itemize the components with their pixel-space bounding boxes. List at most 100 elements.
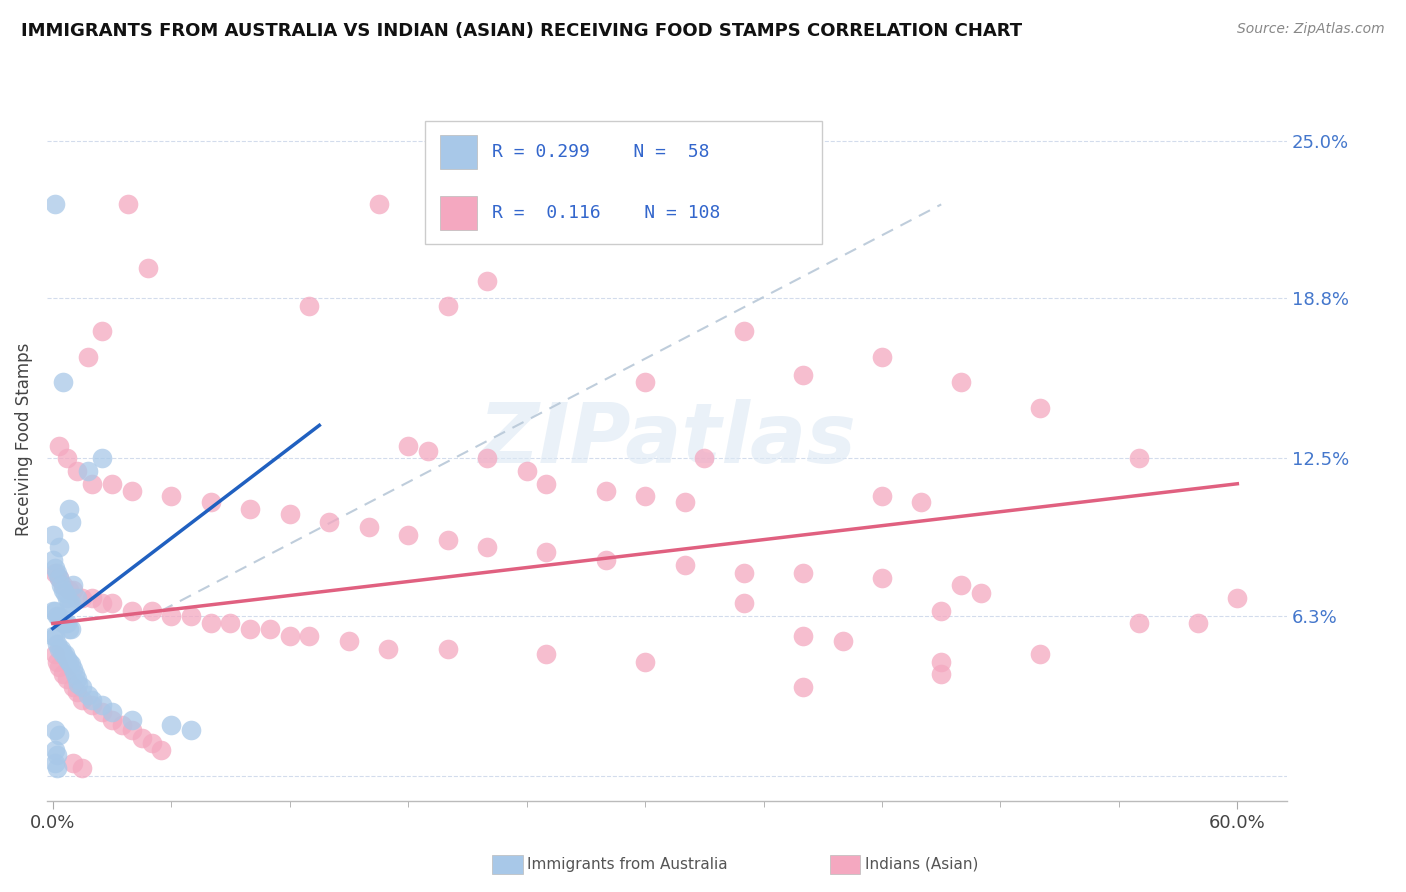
Point	[63, 667, 86, 681]
Point	[42, 629, 65, 643]
Point	[200, 494, 222, 508]
Point	[58, 596, 80, 610]
Point	[48, 611, 70, 625]
Point	[52, 375, 75, 389]
Point	[91, 596, 114, 610]
Point	[77, 688, 100, 702]
Point	[48, 439, 70, 453]
Point	[91, 325, 114, 339]
Point	[792, 629, 814, 643]
Point	[910, 494, 932, 508]
Point	[870, 571, 893, 585]
Point	[48, 541, 70, 555]
Point	[77, 464, 100, 478]
Point	[259, 622, 281, 636]
Point	[82, 476, 104, 491]
Point	[160, 718, 183, 732]
Point	[49, 611, 72, 625]
Point	[121, 604, 143, 618]
Point	[82, 698, 104, 712]
Point	[72, 591, 94, 605]
Point	[59, 596, 82, 610]
Point	[239, 502, 262, 516]
Point	[396, 439, 419, 453]
Point	[52, 667, 75, 681]
Point	[949, 375, 972, 389]
Point	[55, 451, 77, 466]
Point	[475, 274, 498, 288]
Point	[111, 718, 134, 732]
Point	[160, 608, 183, 623]
Point	[693, 451, 716, 466]
Point	[44, 197, 66, 211]
Point	[970, 586, 993, 600]
Point	[160, 490, 183, 504]
Point	[62, 756, 84, 771]
Point	[101, 476, 124, 491]
Point	[1029, 401, 1052, 415]
Point	[44, 743, 66, 757]
Bar	[440, 196, 477, 230]
Point	[82, 591, 104, 605]
Point	[595, 484, 617, 499]
Text: IMMIGRANTS FROM AUSTRALIA VS INDIAN (ASIAN) RECEIVING FOOD STAMPS CORRELATION CH: IMMIGRANTS FROM AUSTRALIA VS INDIAN (ASI…	[21, 22, 1022, 40]
Point	[65, 685, 87, 699]
Text: Immigrants from Australia: Immigrants from Australia	[527, 857, 728, 871]
Point	[44, 604, 66, 618]
Point	[48, 659, 70, 673]
Point	[733, 596, 755, 610]
Point	[55, 591, 77, 605]
Point	[436, 299, 458, 313]
Point	[91, 451, 114, 466]
Text: ZIPatlas: ZIPatlas	[478, 399, 856, 480]
Point	[180, 723, 202, 737]
Point	[53, 586, 76, 600]
Point	[58, 583, 80, 598]
Point	[150, 743, 173, 757]
Point	[318, 515, 340, 529]
Point	[82, 692, 104, 706]
Point	[436, 533, 458, 547]
Point	[58, 655, 80, 669]
Point	[792, 566, 814, 580]
Point	[831, 634, 853, 648]
Point	[62, 662, 84, 676]
Point	[870, 490, 893, 504]
Point	[634, 375, 657, 389]
Point	[298, 299, 321, 313]
Point	[416, 443, 439, 458]
Point	[673, 558, 696, 572]
Point	[44, 647, 66, 661]
Point	[396, 527, 419, 541]
Text: Indians (Asian): Indians (Asian)	[865, 857, 979, 871]
Point	[367, 197, 389, 211]
Point	[141, 604, 163, 618]
Point	[48, 571, 70, 585]
Point	[45, 748, 67, 763]
Point	[44, 560, 66, 574]
Point	[49, 641, 72, 656]
Point	[101, 706, 124, 720]
Point	[72, 680, 94, 694]
Point	[91, 706, 114, 720]
Point	[929, 655, 952, 669]
Point	[62, 583, 84, 598]
Point	[55, 616, 77, 631]
Point	[180, 608, 202, 623]
Point	[52, 578, 75, 592]
Point	[58, 502, 80, 516]
Point	[101, 713, 124, 727]
Point	[436, 641, 458, 656]
Point	[121, 713, 143, 727]
Point	[337, 634, 360, 648]
Point	[65, 673, 87, 687]
Point	[52, 647, 75, 661]
Point	[53, 647, 76, 661]
Point	[42, 527, 65, 541]
Point	[62, 680, 84, 694]
Text: R =  0.116    N = 108: R = 0.116 N = 108	[492, 204, 720, 222]
Point	[45, 608, 67, 623]
Point	[59, 515, 82, 529]
Point	[1187, 616, 1209, 631]
Point	[733, 325, 755, 339]
